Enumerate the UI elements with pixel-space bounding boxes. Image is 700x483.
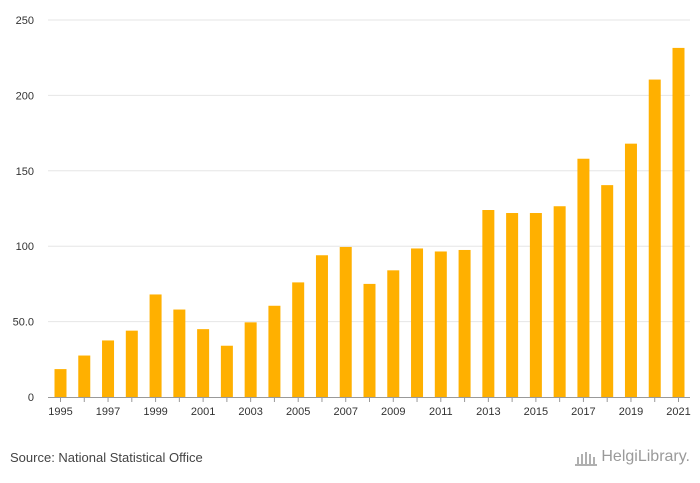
x-tick-label: 2019 [619,406,643,418]
bar-2015[interactable] [529,213,542,397]
x-axis-ticks: 1995 1997 1999 2001 2003 2005 2007 2009 2011 2013… [48,397,691,418]
x-tick-label: 1999 [143,406,167,418]
bar-2007[interactable] [339,246,352,397]
x-tick-label: 2003 [238,406,262,418]
bar-2006[interactable] [315,255,328,397]
bar-2003[interactable] [244,322,257,397]
bar-2016[interactable] [553,206,566,397]
y-tick-label: 100 [16,241,34,253]
x-tick-label: 1995 [48,406,72,418]
bar-2017[interactable] [577,158,590,397]
y-tick-label: 200 [16,90,34,102]
x-tick-label: 2021 [666,406,690,418]
bar-2020[interactable] [648,79,661,397]
bar-2011[interactable] [434,251,447,397]
x-tick-label: 2017 [571,406,595,418]
x-tick-label: 2011 [429,406,453,418]
brand-name: HelgiLibrary. [601,448,690,465]
bar-1999[interactable] [149,294,162,397]
bar-2012[interactable] [458,249,471,397]
x-tick-label: 2007 [333,406,357,418]
x-tick-label: 1997 [96,406,120,418]
y-tick-label: 50.0 [13,317,34,329]
brand-logo[interactable]: HelgiLibrary. [575,448,690,466]
library-building-icon [575,452,598,466]
bar-1997[interactable] [102,340,115,397]
bar-2004[interactable] [268,305,281,397]
bar-1998[interactable] [125,330,138,397]
bar-2000[interactable] [173,309,186,397]
y-tick-label: 150 [16,166,34,178]
bar-2014[interactable] [506,213,519,397]
x-tick-label: 2009 [381,406,405,418]
bar-2010[interactable] [411,248,424,397]
bar-2018[interactable] [601,185,614,397]
y-axis-tick-labels: 0 50.0 100 150 200 250 [13,15,34,404]
bars [54,47,685,398]
bar-2008[interactable] [363,283,376,397]
bar-2019[interactable] [624,143,637,397]
grid-lines [48,19,690,323]
bar-2002[interactable] [220,345,233,397]
x-tick-label: 2013 [476,406,500,418]
y-tick-label: 250 [16,15,34,27]
x-tick-label: 2015 [524,406,548,418]
bar-1996[interactable] [78,355,91,397]
bar-2009[interactable] [387,270,400,397]
bar-2001[interactable] [197,329,210,397]
bar-2013[interactable] [482,210,495,397]
x-tick-label: 2005 [286,406,310,418]
y-tick-label: 0 [28,392,34,404]
x-tick-label: 2001 [191,406,215,418]
bar-2005[interactable] [292,282,305,397]
bar-1995[interactable] [54,369,67,397]
source-note: Source: National Statistical Office [10,450,203,465]
bar-2021[interactable] [672,47,685,398]
